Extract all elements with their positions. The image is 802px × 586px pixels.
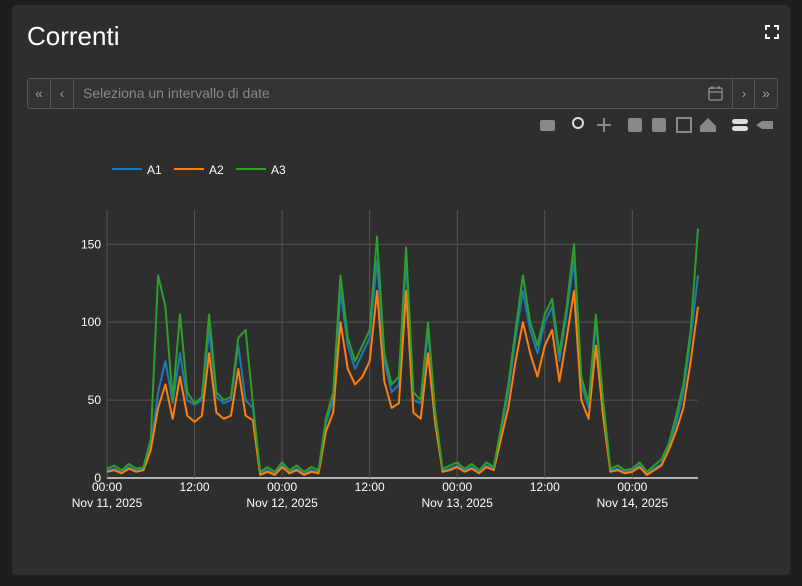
zoom-button[interactable]: [572, 117, 584, 129]
calendar-icon[interactable]: [708, 86, 723, 101]
x-tick-label: 00:00: [267, 480, 297, 494]
series-line: [106, 258, 699, 475]
hover-button[interactable]: [756, 121, 773, 129]
date-range-picker[interactable]: « ‹ Seleziona un intervallo di date › »: [27, 78, 778, 109]
x-tick-label: Nov 12, 2025: [246, 496, 318, 510]
x-tick-label: Nov 13, 2025: [422, 496, 494, 510]
x-tick-label: 12:00: [180, 480, 210, 494]
x-tick-label: 00:00: [617, 480, 647, 494]
x-tick-label: 00:00: [442, 480, 472, 494]
x-tick-label: Nov 11, 2025: [72, 496, 143, 510]
fullscreen-button[interactable]: [765, 25, 779, 39]
spike-button[interactable]: [732, 119, 748, 124]
x-tick-label: 00:00: [92, 480, 122, 494]
x-tick-label: 12:00: [530, 480, 560, 494]
snapshot-button[interactable]: [540, 120, 555, 131]
x-tick-label: 12:00: [355, 480, 385, 494]
card: Correnti « ‹ Seleziona un intervallo di …: [12, 5, 790, 575]
zoom-out-button[interactable]: [652, 118, 666, 132]
modebar: [540, 117, 773, 133]
series-line: [106, 228, 699, 473]
series-line: [106, 290, 699, 476]
nav-first[interactable]: «: [28, 79, 51, 108]
autoscale-button[interactable]: [676, 117, 692, 133]
zoom-in-button[interactable]: [628, 118, 642, 132]
spike-button[interactable]: [732, 126, 748, 131]
nav-last[interactable]: »: [754, 79, 777, 108]
widget-title: Correnti: [27, 21, 120, 51]
x-tick-label: Nov 14, 2025: [597, 496, 669, 510]
nav-next[interactable]: ›: [732, 79, 755, 108]
legend-label: A2: [209, 163, 224, 177]
legend-label: A3: [271, 163, 286, 177]
reset-button[interactable]: [700, 118, 716, 132]
date-placeholder[interactable]: Seleziona un intervallo di date: [83, 85, 270, 101]
y-tick-label: 100: [81, 315, 101, 329]
y-tick-label: 0: [94, 471, 101, 485]
nav-prev[interactable]: ‹: [51, 79, 74, 108]
y-tick-label: 150: [81, 237, 101, 251]
pan-button[interactable]: [597, 118, 611, 132]
y-tick-label: 50: [88, 393, 102, 407]
legend-label: A1: [147, 163, 162, 177]
